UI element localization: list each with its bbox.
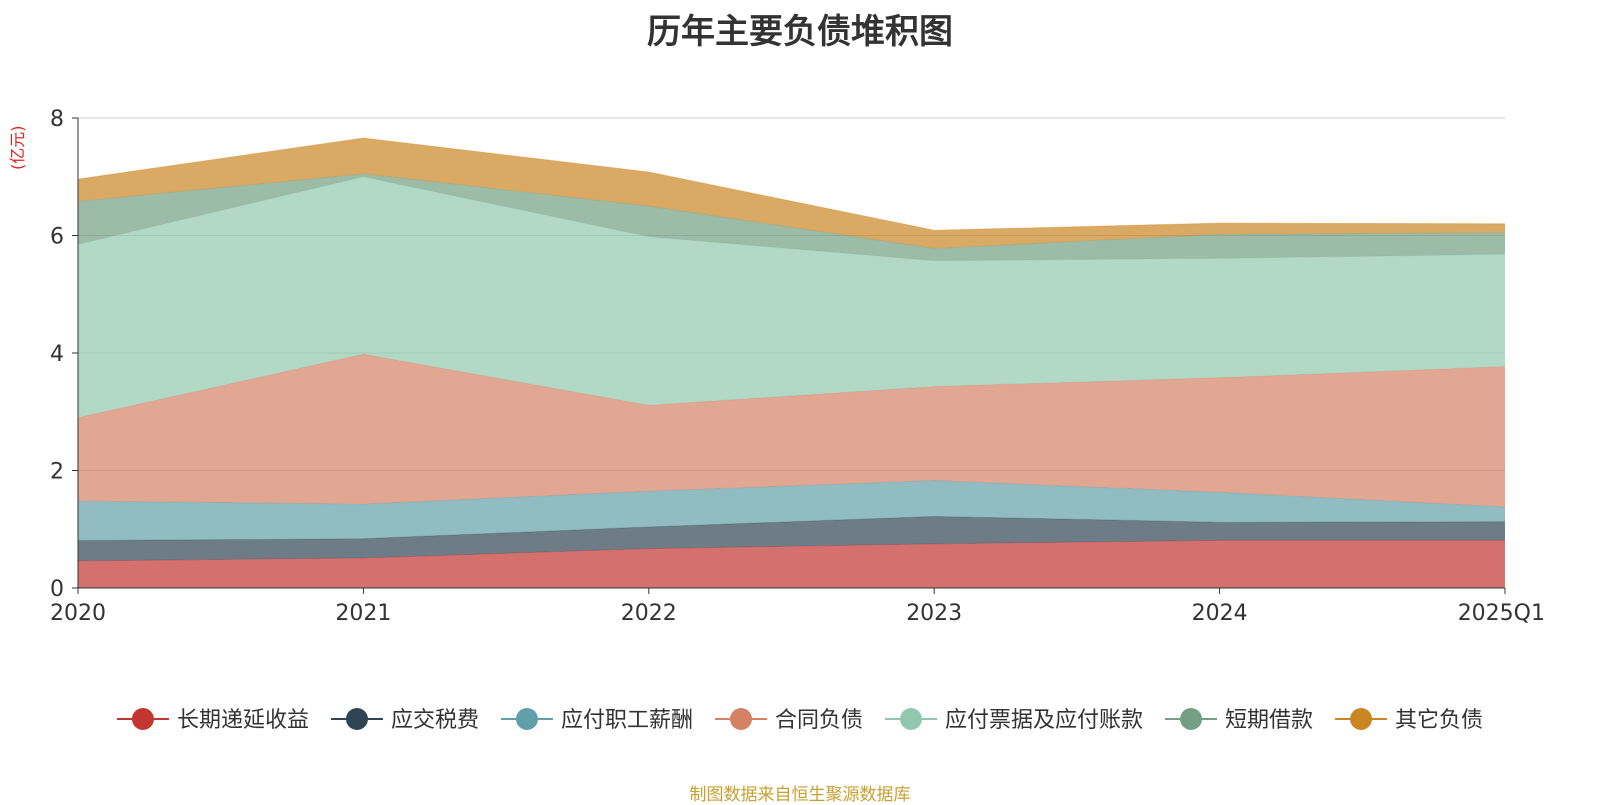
area-series-6: [78, 137, 1505, 249]
x-tick-label-2: 2022: [621, 601, 677, 626]
area-series-0: [78, 540, 1505, 588]
chart-title: 历年主要负债堆积图: [647, 12, 953, 52]
area-line-series-4: [77, 176, 1506, 262]
area-series-3: [78, 354, 1505, 507]
x-tick-label-0: 2020: [50, 601, 106, 626]
legend-label-3: 合同负债: [775, 708, 863, 733]
legend-label-6: 其它负债: [1395, 708, 1483, 733]
legend-marker-5: [1180, 708, 1203, 730]
legend-label-2: 应付职工薪酬: [561, 708, 693, 733]
legend-marker-1: [345, 708, 368, 730]
legend-marker-0: [131, 708, 154, 730]
area-line-series-3: [77, 353, 1506, 419]
x-tick-label-5: 2025Q1: [1458, 601, 1545, 626]
area-line-series-6: [77, 137, 1506, 231]
legend-marker-6: [1350, 708, 1373, 730]
x-tick-label-4: 2024: [1192, 601, 1248, 626]
legend-label-0: 长期递延收益: [177, 708, 309, 733]
y-tick-label-2: 2: [50, 460, 64, 485]
legend-marker-4: [900, 708, 923, 730]
legend-marker-2: [515, 708, 538, 730]
legend-label-5: 短期借款: [1225, 708, 1313, 733]
legend-label-1: 应交税费: [391, 708, 479, 733]
data-source-note: 制图数据来自恒生聚源数据库: [689, 785, 911, 805]
y-tick-label-6: 6: [50, 225, 64, 250]
area-series-2: [78, 480, 1505, 541]
x-tick-label-3: 2023: [906, 601, 962, 626]
legend-label-4: 应付票据及应付账款: [945, 708, 1143, 733]
area-series-4: [78, 176, 1505, 418]
area-series-5: [78, 173, 1505, 261]
legend-marker-3: [729, 708, 752, 730]
area-series-1: [78, 516, 1505, 561]
y-tick-label-4: 4: [50, 342, 64, 367]
x-tick-label-1: 2021: [335, 601, 391, 626]
y-tick-label-8: 8: [50, 107, 64, 132]
y-tick-label-0: 0: [50, 577, 64, 602]
